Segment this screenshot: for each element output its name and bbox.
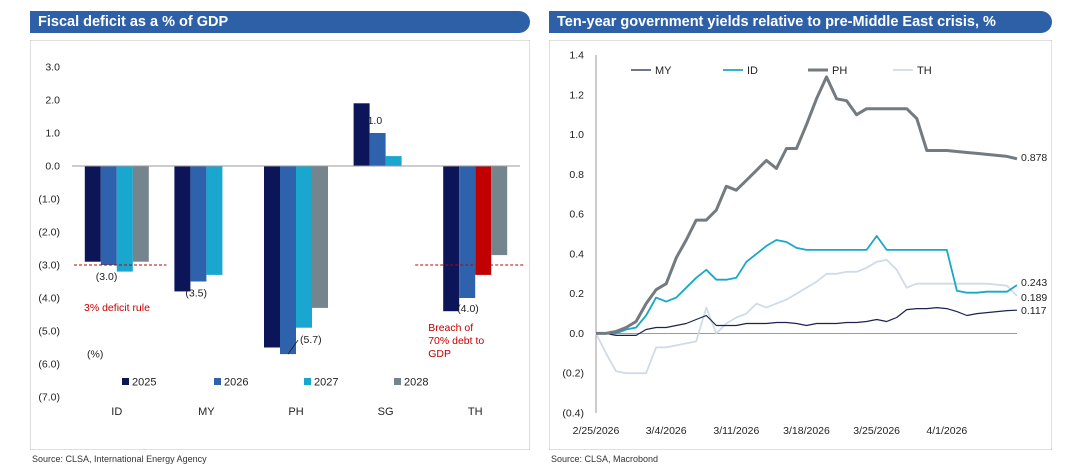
y-tick-label: 0.6 (569, 209, 584, 221)
x-tick-label: 3/4/2026 (646, 425, 687, 437)
bar-id-2027 (116, 166, 133, 272)
bar-ph-2028 (312, 166, 328, 308)
bar-ph-2027 (296, 166, 312, 328)
x-tick-label: 3/18/2026 (783, 425, 830, 437)
end-label-ph: 0.878 (1021, 152, 1047, 164)
end-label-th: 0.189 (1021, 292, 1047, 304)
legend-label-id: ID (747, 65, 758, 77)
bar-ph-2025 (264, 166, 280, 348)
legend-swatch-2026 (214, 378, 221, 385)
y-tick-label: (6.0) (38, 359, 60, 371)
debt-breach-label-line: 70% debt to (428, 335, 484, 347)
legend-label-2026: 2026 (224, 377, 248, 389)
debt-breach-label-line: GDP (428, 348, 451, 360)
data-label: (5.7) (300, 334, 322, 346)
y-tick-label: 0.8 (569, 169, 584, 181)
legend-swatch-2027 (304, 378, 311, 385)
right-chart-title: Ten-year government yields relative to p… (549, 11, 1052, 33)
right-source-note: Source: CLSA, Macrobond (551, 454, 659, 464)
bar-sg-2025 (353, 103, 370, 166)
y-tick-label: (7.0) (38, 392, 60, 404)
bar-th-2026 (459, 166, 476, 298)
y-tick-label: (3.0) (38, 260, 60, 272)
fiscal-deficit-bar-chart: 3.0 2.0 1.0 0.0 (1.0) (2.0) (3.0) (4.0) (5.0) (6.… (30, 40, 530, 450)
debt-breach-label-line: Breach of (428, 322, 473, 334)
legend-label-2025: 2025 (132, 377, 156, 389)
y-tick-label: 1.0 (569, 129, 584, 141)
debt-breach-label: Breach of 70% debt to GDP (428, 322, 484, 360)
y-tick-label: 0.0 (45, 161, 60, 173)
y-tick-label: (0.2) (562, 368, 584, 380)
bar-th-2027 (475, 166, 492, 275)
bar-th-2025 (443, 166, 460, 312)
legend-swatch-2028 (394, 378, 401, 385)
x-tick-label: 2/25/2026 (573, 425, 620, 437)
y-tick-label: 0.2 (569, 288, 584, 300)
legend-swatch-2025 (122, 378, 129, 385)
series-line-th (595, 258, 1018, 375)
left-chart-title: Fiscal deficit as a % of GDP (30, 11, 530, 33)
data-label: (4.0) (457, 303, 479, 315)
bar-my-2025 (174, 166, 191, 292)
bar-sg-2026 (369, 133, 386, 166)
legend-label-2028: 2028 (404, 377, 428, 389)
series-line-my (596, 307, 1018, 336)
data-label: 1.0 (368, 115, 383, 127)
y-tick-label: (0.4) (562, 408, 584, 420)
x-category-label: TH (468, 406, 483, 418)
y-tick-label: 1.4 (569, 50, 584, 62)
bar-id-2025 (84, 166, 101, 262)
y-tick-label: (5.0) (38, 326, 60, 338)
x-tick-label: 3/25/2026 (853, 425, 900, 437)
y-tick-label: 2.0 (45, 95, 60, 107)
right-plot-frame (549, 40, 1052, 450)
x-tick-label: 3/11/2026 (713, 425, 759, 437)
bar-ph-2026 (280, 166, 296, 355)
y-tick-label: (4.0) (38, 293, 60, 305)
x-category-label: ID (111, 406, 122, 418)
y-tick-label: 1.2 (569, 89, 584, 101)
bar-sg-2027 (385, 156, 402, 166)
series-line-ph (596, 75, 1018, 335)
deficit-rule-label: 3% deficit rule (84, 302, 150, 314)
data-label: (3.0) (96, 271, 118, 283)
legend-label-ph: PH (832, 65, 847, 77)
data-label-leader (287, 339, 299, 355)
bar-my-2027 (206, 166, 223, 275)
y-tick-label: (1.0) (38, 194, 60, 206)
y-tick-label: 0.0 (569, 328, 584, 340)
bar-th-2028 (491, 166, 508, 256)
legend-label-th: TH (917, 65, 932, 77)
end-label-my: 0.117 (1021, 305, 1047, 317)
x-category-label: SG (378, 406, 394, 418)
bar-my-2026 (190, 166, 207, 282)
x-tick-label: 4/1/2026 (926, 425, 967, 437)
unit-label: (%) (87, 348, 103, 360)
y-tick-label: (2.0) (38, 227, 60, 239)
bar-id-2028 (132, 166, 149, 262)
y-tick-label: 0.4 (569, 248, 584, 260)
legend-label-2027: 2027 (314, 377, 338, 389)
left-source-note: Source: CLSA, International Energy Agenc… (32, 454, 207, 464)
y-tick-label: 3.0 (45, 62, 60, 74)
legend-label-my: MY (655, 65, 672, 77)
bar-id-2026 (100, 166, 117, 265)
government-yields-line-chart: 1.4 1.2 1.0 0.8 0.6 0.4 0.2 0.0 (0.2) (0.4) 2/25/2… (549, 40, 1052, 450)
series-line-id (596, 235, 1018, 335)
end-label-id: 0.243 (1021, 277, 1047, 289)
x-category-label: MY (198, 406, 215, 418)
data-label: (3.5) (185, 288, 207, 300)
x-category-label: PH (288, 406, 303, 418)
y-tick-label: 1.0 (45, 128, 60, 140)
